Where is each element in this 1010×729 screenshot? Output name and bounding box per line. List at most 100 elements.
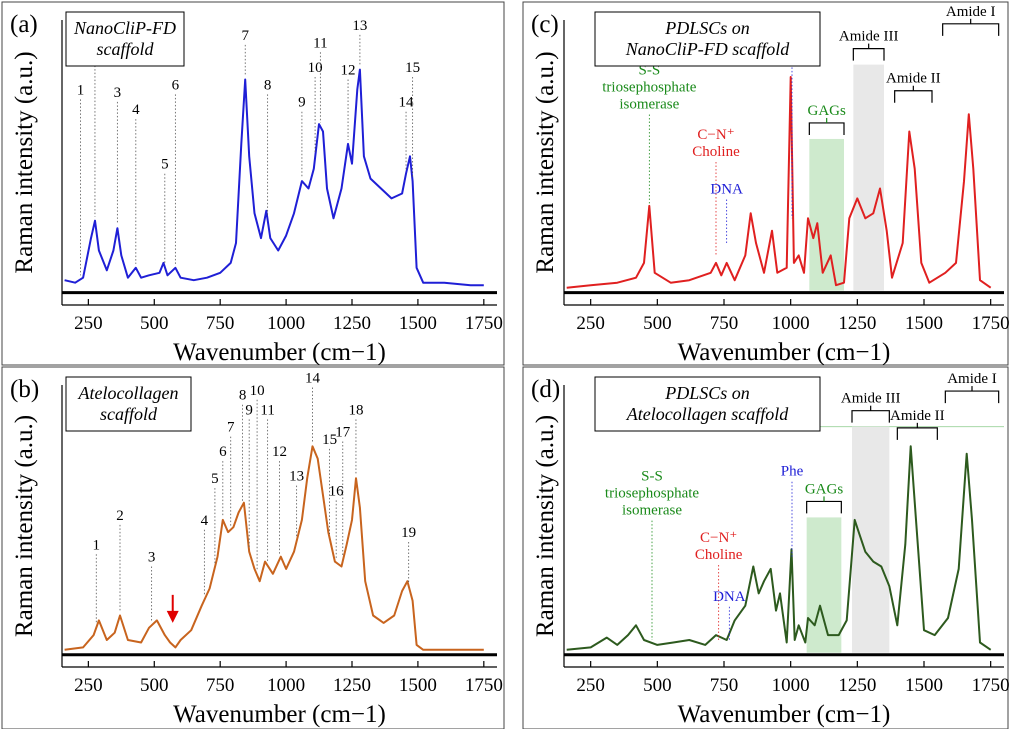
peak-number: 15	[405, 60, 420, 76]
panel-title: PDLSCs on	[664, 383, 750, 403]
panel-title: PDLSCs on	[664, 18, 750, 38]
x-tick-label: 750	[206, 675, 235, 696]
peak-number: 5	[161, 157, 169, 173]
peak-number: 2	[116, 508, 124, 524]
peak-number: 9	[298, 95, 306, 111]
x-tick-label: 1250	[333, 313, 371, 334]
band-label: Amide III	[841, 391, 901, 407]
x-tick-label: 1750	[465, 675, 503, 696]
band-label: Amide II	[886, 71, 941, 87]
peak-number: 8	[264, 77, 272, 93]
peak-number: 6	[172, 77, 180, 93]
panel-title: NanoCliP-FD scaffold	[625, 39, 790, 59]
panel-letter: (d)	[531, 376, 560, 403]
peak-number: 13	[352, 18, 367, 34]
panel-c: 250 500 750 1000 1250 1500 1750 Wavenumber (cm−…	[522, 1, 1010, 366]
panel-b: 250 500 750 1000 1250 1500 1750 Wavenumber (cm−…	[1, 366, 505, 729]
x-tick-label: 1500	[905, 313, 943, 334]
x-tick-label: 1000	[772, 675, 810, 696]
peak-number: 3	[148, 550, 156, 566]
x-tick-label: 750	[206, 313, 235, 334]
panel-title: Atelocollagen	[78, 383, 179, 403]
panel-letter: (c)	[531, 11, 559, 38]
band-label: GAGs	[807, 103, 845, 119]
panel-frame	[522, 366, 1009, 729]
peak-number: 8	[239, 388, 247, 404]
band-region	[852, 426, 890, 653]
peak-assignment-label: triosephosphate	[605, 486, 699, 502]
x-axis-title: Wavenumber (cm−1)	[173, 701, 386, 728]
x-tick-label: 1250	[838, 675, 876, 696]
spectrum-line	[64, 68, 484, 287]
panel-title: scaffold	[100, 404, 158, 424]
arrow-head	[166, 610, 179, 623]
x-tick-label: 1500	[905, 675, 943, 696]
peak-number: 13	[289, 469, 304, 485]
band-label: Amide III	[839, 29, 899, 45]
title-box	[594, 376, 821, 432]
peak-number: 4	[132, 102, 140, 118]
panel-title: Atelocollagen scaffold	[626, 404, 789, 424]
x-tick-label: 250	[74, 313, 103, 334]
x-axis-title: Wavenumber (cm−1)	[678, 339, 891, 366]
x-tick-label: 500	[140, 313, 169, 334]
bracket-mark	[896, 427, 938, 440]
x-tick-label: 1750	[465, 313, 503, 334]
panel-title: scaffold	[97, 39, 155, 59]
band-region	[806, 517, 842, 653]
peak-number: 16	[329, 483, 345, 499]
x-tick-label: 1750	[972, 313, 1010, 334]
spectrum-line	[566, 76, 992, 289]
y-axis-title: Raman intensity (a.u.)	[11, 51, 38, 273]
band-label: Amide I	[947, 371, 997, 387]
x-tick-label: 1500	[399, 675, 437, 696]
band-label: Amide II	[890, 408, 945, 424]
x-tick-label: 1500	[399, 313, 437, 334]
peak-number: 4	[201, 513, 209, 529]
band-label: GAGs	[805, 481, 843, 497]
x-tick-label: 500	[643, 675, 672, 696]
x-axis-title: Wavenumber (cm−1)	[173, 339, 386, 366]
peak-number: 14	[305, 371, 321, 387]
peak-number: 18	[348, 402, 363, 418]
panel-frame	[1, 1, 505, 366]
peak-number: 12	[272, 444, 287, 460]
spectrum-line	[64, 445, 484, 651]
peak-number: 1	[77, 82, 85, 98]
bracket-mark	[942, 23, 1000, 36]
panel-frame	[1, 366, 505, 729]
y-axis-title: Raman intensity (a.u.)	[11, 415, 38, 637]
y-axis-title: Raman intensity (a.u.)	[532, 415, 559, 637]
peak-assignment-label: isomerase	[622, 503, 682, 519]
title-box	[594, 11, 821, 67]
x-tick-label: 250	[576, 675, 605, 696]
peak-assignment-label: isomerase	[619, 97, 679, 113]
peak-number: 7	[241, 28, 249, 44]
spectrum-line	[566, 445, 992, 651]
bracket-mark	[852, 48, 885, 61]
peak-number: 17	[335, 424, 351, 440]
peak-number: 14	[399, 95, 415, 111]
x-tick-label: 1000	[772, 313, 810, 334]
x-tick-label: 1000	[267, 313, 305, 334]
peak-assignment-label: S-S	[641, 469, 663, 485]
y-axis-title: Raman intensity (a.u.)	[532, 51, 559, 273]
peak-assignment-label: C−N⁺	[697, 127, 734, 143]
peak-number: 6	[219, 444, 227, 460]
band-region	[809, 138, 844, 291]
peak-number: 11	[313, 35, 327, 51]
peak-number: 11	[260, 402, 274, 418]
band-region	[853, 64, 884, 291]
peak-assignment-label: Choline	[695, 547, 743, 563]
panel-letter: (b)	[10, 376, 39, 403]
title-box	[65, 376, 192, 432]
panel-letter: (a)	[10, 11, 38, 38]
peak-number: 19	[401, 525, 416, 541]
peak-number: 5	[211, 471, 219, 487]
band-label: Amide I	[946, 4, 996, 20]
x-tick-label: 1250	[838, 313, 876, 334]
peak-assignment-label: Choline	[692, 144, 740, 160]
peak-number: 9	[245, 402, 253, 418]
peak-number: 3	[114, 85, 122, 101]
